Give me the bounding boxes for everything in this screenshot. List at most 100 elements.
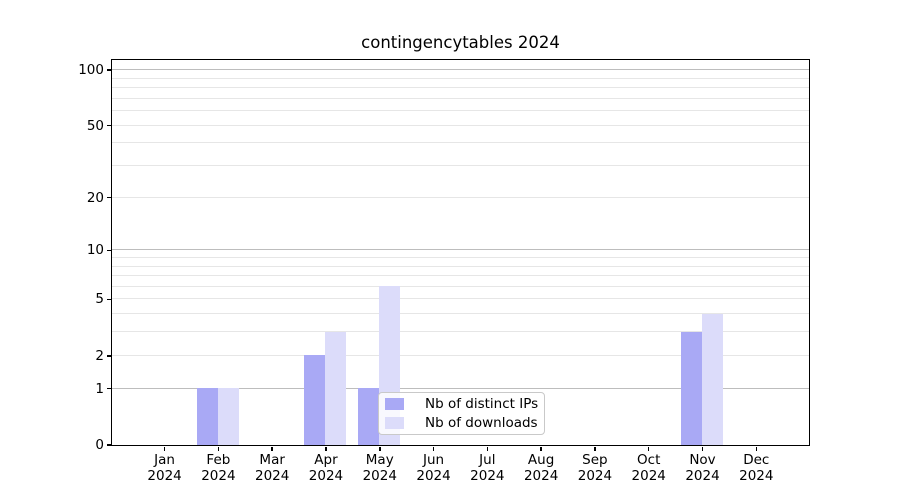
major-gridline [111,69,809,71]
x-tick-label-mar: Mar 2024 [254,452,290,484]
legend-swatch-downloads [385,416,404,429]
x-tick-month: Feb [206,452,231,468]
x-tick-mark [647,446,650,451]
x-tick-month: Jan [154,452,175,468]
bar-nov-distinct-ips [681,331,702,445]
x-tick-year: 2024 [739,467,774,484]
legend-swatch-distinct-ips [385,398,404,411]
x-tick-month: Jul [479,452,496,468]
x-tick-label-apr: Apr 2024 [308,452,344,484]
x-tick-month: Dec [743,452,770,468]
x-tick-label-nov: Nov 2024 [685,452,720,484]
y-tick-label: 100 [78,62,104,79]
legend: Nb of distinct IPs Nb of downloads [378,392,545,435]
x-tick-month: Sep [582,452,608,468]
minor-gridline [111,142,809,144]
bar-apr-downloads [325,331,347,445]
minor-gridline [111,275,809,277]
legend-label-distinct-ips: Nb of distinct IPs [425,396,539,413]
x-tick-label-jan: Jan 2024 [147,452,182,484]
major-gridline [111,387,809,389]
x-tick-year: 2024 [308,467,344,484]
minor-gridline [111,257,809,258]
x-tick-year: 2024 [470,467,505,484]
x-tick-year: 2024 [254,467,290,484]
x-tick-year: 2024 [147,467,182,484]
x-tick-label-oct: Oct 2024 [631,452,666,484]
y-tick-mark [107,298,112,301]
x-tick-year: 2024 [416,467,451,484]
x-tick-month: Aug [527,452,555,468]
x-tick-month: Jun [422,452,445,468]
chart-title: contingencytables 2024 [361,33,560,52]
minor-gridline [111,265,809,267]
x-tick-mark [701,446,704,451]
x-tick-label-sep: Sep 2024 [577,452,613,484]
x-tick-month: May [365,452,394,468]
x-tick-mark [540,446,542,451]
legend-entry-distinct-ips: Nb of distinct IPs [385,396,538,412]
x-tick-mark [755,446,758,451]
y-tick-label: 1 [95,380,104,397]
x-tick-year: 2024 [577,467,613,484]
x-tick-label-dec: Dec 2024 [739,452,774,484]
x-tick-month: Apr [314,452,338,468]
y-tick-mark [107,355,112,357]
major-gridline [111,249,809,251]
x-tick-mark [325,446,327,451]
y-tick-label: 0 [95,437,104,453]
minor-gridline [111,298,809,300]
x-tick-label-jul: Jul 2024 [470,452,505,484]
x-tick-mark [379,446,381,451]
x-tick-mark [486,446,489,451]
minor-gridline [111,87,809,89]
x-tick-label-aug: Aug 2024 [523,452,559,484]
y-tick-mark [107,124,112,127]
y-tick-label: 2 [95,347,104,364]
minor-gridline [111,110,809,112]
y-tick-label: 10 [86,242,104,259]
bar-feb-distinct-ips [196,388,218,445]
legend-label-downloads: Nb of downloads [425,414,538,431]
minor-gridline [111,77,809,79]
minor-gridline [111,285,809,287]
minor-gridline [111,354,809,356]
minor-gridline [111,97,809,99]
x-tick-year: 2024 [523,467,559,484]
y-tick-mark [107,387,112,390]
bar-may-distinct-ips [358,388,380,445]
bar-feb-downloads [217,388,239,445]
bar-nov-downloads [702,313,723,445]
legend-entry-downloads: Nb of downloads [385,415,538,431]
minor-gridline [111,313,809,315]
x-tick-label-may: May 2024 [362,452,397,484]
bar-apr-distinct-ips [304,355,326,445]
y-tick-mark [107,69,112,71]
x-tick-month: Mar [259,452,285,468]
minor-gridline [111,196,809,198]
minor-gridline [111,331,809,333]
x-tick-month: Oct [637,452,661,468]
y-tick-mark [107,249,112,251]
minor-gridline [111,124,809,126]
x-tick-month: Nov [689,452,716,468]
x-tick-label-feb: Feb 2024 [201,452,236,484]
x-tick-year: 2024 [362,467,397,484]
y-tick-mark [107,196,112,199]
minor-gridline [111,165,809,167]
y-tick-label: 20 [86,189,104,206]
x-tick-year: 2024 [685,467,720,484]
y-tick-label: 50 [86,117,104,134]
plot-area [110,58,810,446]
y-tick-label: 5 [95,291,104,308]
y-tick-mark [107,444,112,446]
x-tick-mark [163,446,166,451]
x-tick-mark [432,446,435,451]
x-tick-mark [217,446,220,451]
x-tick-mark [594,446,596,451]
x-tick-mark [271,446,273,451]
x-tick-label-jun: Jun 2024 [416,452,451,484]
x-tick-year: 2024 [201,467,236,484]
x-tick-year: 2024 [631,467,666,484]
